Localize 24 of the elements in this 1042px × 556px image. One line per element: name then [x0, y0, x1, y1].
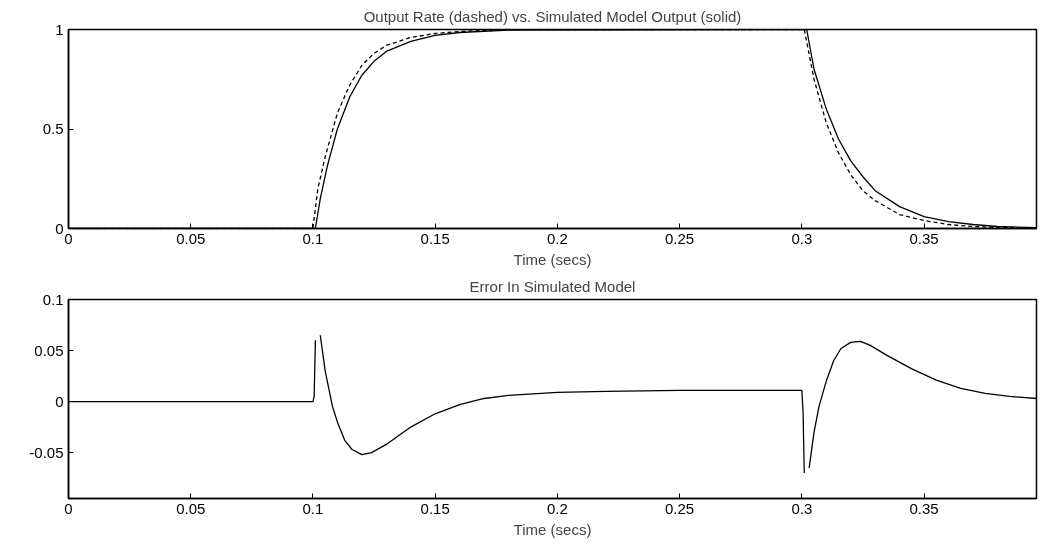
- chart-title: Output Rate (dashed) vs. Simulated Model Output (solid): [363, 7, 742, 25]
- y-tick-label: 1: [55, 20, 64, 38]
- y-tick-label: 0.5: [42, 120, 64, 137]
- chart-title: Error In Simulated Model: [469, 277, 636, 295]
- x-tick-label: 0.05: [176, 229, 206, 247]
- x-tick-label: 0.15: [420, 229, 450, 247]
- x-tick-label: 0.25: [665, 229, 695, 247]
- y-tick-label: 0: [55, 392, 64, 410]
- x-axis-title: Time (secs): [513, 250, 592, 268]
- y-tick-label: 0.05: [34, 341, 64, 359]
- x-tick-label: 0.1: [302, 229, 324, 247]
- y-tick-label: 0.1: [42, 290, 64, 308]
- x-tick-label: 0.1: [302, 499, 324, 517]
- x-tick-label: 0.2: [546, 229, 568, 247]
- x-tick-label: 0.35: [909, 229, 939, 247]
- x-tick-label: 0.3: [791, 499, 813, 517]
- x-tick-label: 0.15: [420, 499, 450, 517]
- y-tick-label: -0.05: [29, 443, 64, 461]
- x-axis-title: Time (secs): [513, 520, 592, 538]
- x-tick-label: 0.25: [665, 499, 695, 517]
- x-tick-label: 0.3: [791, 229, 813, 247]
- x-tick-label: 0.2: [546, 499, 568, 517]
- x-tick-label: 0.35: [909, 499, 939, 517]
- x-tick-label: 0.05: [176, 499, 206, 517]
